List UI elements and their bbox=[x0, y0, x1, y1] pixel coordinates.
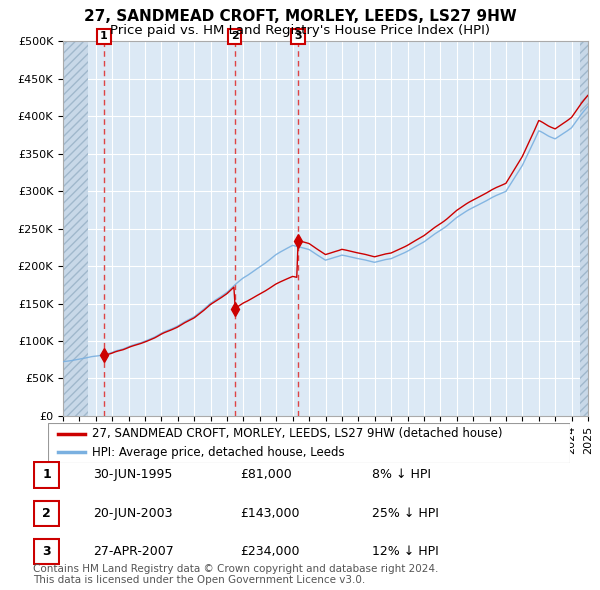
Text: 12% ↓ HPI: 12% ↓ HPI bbox=[372, 545, 439, 558]
Bar bbox=[63, 41, 88, 416]
Text: Price paid vs. HM Land Registry's House Price Index (HPI): Price paid vs. HM Land Registry's House … bbox=[110, 24, 490, 37]
Text: 27-APR-2007: 27-APR-2007 bbox=[93, 545, 174, 558]
Text: Contains HM Land Registry data © Crown copyright and database right 2024.
This d: Contains HM Land Registry data © Crown c… bbox=[33, 563, 439, 585]
Text: £81,000: £81,000 bbox=[240, 468, 292, 481]
Bar bbox=[580, 41, 588, 416]
Text: 1: 1 bbox=[42, 468, 51, 481]
Text: 3: 3 bbox=[42, 545, 51, 558]
Text: 20-JUN-2003: 20-JUN-2003 bbox=[93, 507, 173, 520]
Text: £143,000: £143,000 bbox=[240, 507, 299, 520]
Text: 27, SANDMEAD CROFT, MORLEY, LEEDS, LS27 9HW (detached house): 27, SANDMEAD CROFT, MORLEY, LEEDS, LS27 … bbox=[92, 427, 503, 440]
Text: 30-JUN-1995: 30-JUN-1995 bbox=[93, 468, 172, 481]
Text: 2: 2 bbox=[231, 31, 239, 41]
Text: HPI: Average price, detached house, Leeds: HPI: Average price, detached house, Leed… bbox=[92, 446, 345, 459]
Text: 25% ↓ HPI: 25% ↓ HPI bbox=[372, 507, 439, 520]
Text: 8% ↓ HPI: 8% ↓ HPI bbox=[372, 468, 431, 481]
Text: 2: 2 bbox=[42, 507, 51, 520]
Text: 1: 1 bbox=[100, 31, 108, 41]
Text: 27, SANDMEAD CROFT, MORLEY, LEEDS, LS27 9HW: 27, SANDMEAD CROFT, MORLEY, LEEDS, LS27 … bbox=[83, 9, 517, 24]
Text: £234,000: £234,000 bbox=[240, 545, 299, 558]
Text: 3: 3 bbox=[294, 31, 302, 41]
